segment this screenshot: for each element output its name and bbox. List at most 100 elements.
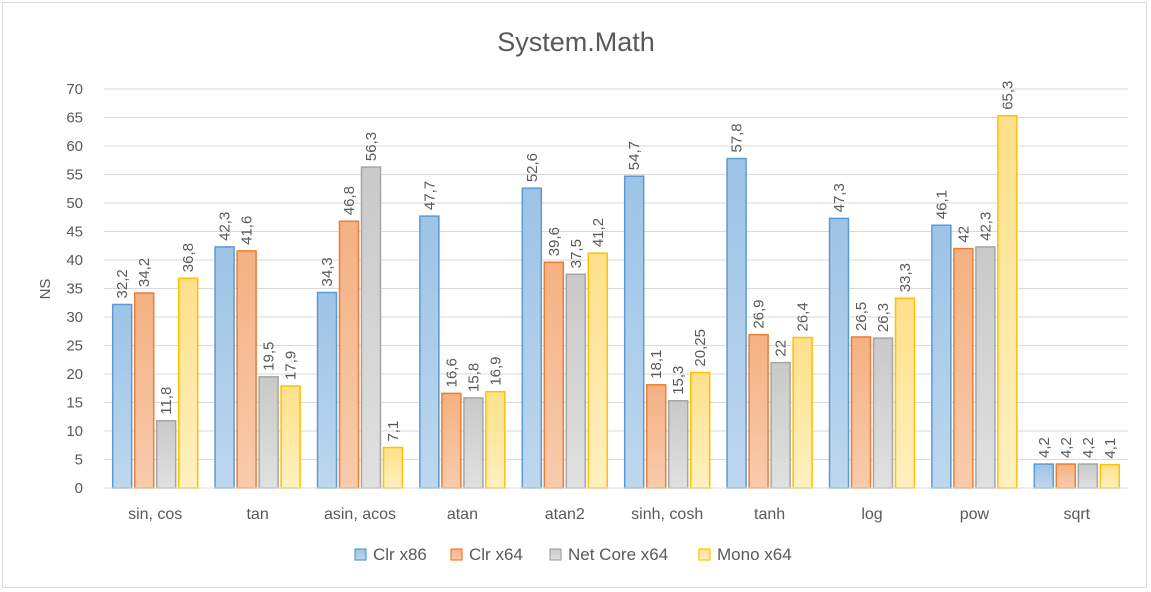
x-axis: sin, cos tan asin, acos atan atan2 sinh, cosh… bbox=[104, 487, 1128, 523]
y-tick-label: 50 bbox=[66, 195, 83, 212]
data-label: 54,7 bbox=[626, 141, 643, 170]
data-label: 26,5 bbox=[853, 302, 870, 331]
legend-label: Net Core x64 bbox=[568, 545, 668, 564]
bar-net-core-x64 bbox=[565, 273, 587, 489]
data-label: 18,1 bbox=[648, 350, 665, 379]
data-label: 16,6 bbox=[443, 358, 460, 387]
bar-clr-x64 bbox=[953, 247, 974, 489]
data-label: 7,1 bbox=[385, 421, 402, 442]
data-label: 39,6 bbox=[546, 227, 563, 256]
y-tick-label: 35 bbox=[66, 281, 83, 298]
x-tick-label: atan2 bbox=[545, 506, 585, 523]
bar-mono-x64 bbox=[1099, 463, 1121, 489]
bar-mono-x64 bbox=[177, 277, 199, 489]
x-tick-label: log bbox=[861, 506, 882, 523]
bar-chart: System.Math 0 5 10 15 20 25 30 35 40 45 50 55 60 65 70… bbox=[37, 27, 1128, 564]
data-label: 37,5 bbox=[568, 239, 585, 268]
bar-clr-x86 bbox=[1033, 463, 1055, 489]
bar-net-core-x64 bbox=[360, 166, 382, 489]
data-label: 16,9 bbox=[487, 356, 504, 385]
legend-swatch bbox=[549, 548, 562, 561]
bar-clr-x64 bbox=[1055, 463, 1077, 489]
bar-clr-x86 bbox=[214, 246, 235, 489]
y-tick-label: 5 bbox=[75, 452, 83, 469]
y-tick-label: 55 bbox=[66, 167, 83, 184]
data-label: 42,3 bbox=[217, 212, 234, 241]
data-labels: 32,2 34,2 11,8 36,8 42,3 41,6 19,5 17,9 34,3 46,8… bbox=[114, 81, 1119, 459]
chart-title: System.Math bbox=[497, 27, 655, 57]
data-label: 65,3 bbox=[999, 81, 1016, 110]
y-tick-label: 30 bbox=[66, 309, 83, 326]
bar-clr-x86 bbox=[521, 187, 543, 489]
y-tick-label: 20 bbox=[66, 366, 83, 383]
x-tick-label: tanh bbox=[754, 506, 785, 523]
bar-mono-x64 bbox=[792, 336, 813, 489]
y-tick-label: 70 bbox=[66, 81, 83, 98]
data-label: 47,3 bbox=[831, 183, 848, 212]
bar-clr-x86 bbox=[419, 215, 440, 489]
bar-net-core-x64 bbox=[155, 419, 177, 489]
data-label: 4,2 bbox=[1058, 437, 1075, 458]
bar-mono-x64 bbox=[382, 446, 404, 489]
bar-clr-x86 bbox=[828, 217, 850, 489]
bar-clr-x64 bbox=[850, 336, 872, 489]
data-label: 4,2 bbox=[1036, 437, 1053, 458]
bar-clr-x64 bbox=[338, 220, 360, 489]
y-axis-title: NS bbox=[37, 279, 54, 300]
data-label: 42,3 bbox=[977, 212, 994, 241]
bar-clr-x64 bbox=[441, 392, 462, 489]
data-label: 4,2 bbox=[1080, 437, 1097, 458]
gridlines bbox=[104, 88, 1128, 460]
bar-net-core-x64 bbox=[463, 397, 484, 489]
bar-net-core-x64 bbox=[1077, 463, 1099, 489]
data-label: 41,6 bbox=[239, 216, 256, 245]
data-label: 52,6 bbox=[524, 153, 541, 182]
data-label: 36,8 bbox=[180, 243, 197, 272]
data-label: 22 bbox=[773, 340, 790, 357]
data-label: 15,3 bbox=[670, 366, 687, 395]
data-label: 32,2 bbox=[114, 269, 131, 298]
bar-mono-x64 bbox=[689, 371, 711, 489]
y-tick-label: 0 bbox=[75, 480, 83, 497]
data-label: 56,3 bbox=[363, 132, 380, 161]
bar-mono-x64 bbox=[997, 115, 1018, 489]
bar-clr-x86 bbox=[623, 175, 645, 489]
x-tick-label: sinh, cosh bbox=[631, 506, 703, 523]
data-label: 42 bbox=[955, 226, 972, 243]
y-axis-tick-labels: 0 5 10 15 20 25 30 35 40 45 50 55 60 65 70 bbox=[66, 81, 83, 497]
bar-clr-x86 bbox=[316, 291, 338, 489]
bar-net-core-x64 bbox=[258, 376, 279, 489]
bar-clr-x64 bbox=[748, 333, 769, 489]
y-tick-label: 45 bbox=[66, 224, 83, 241]
bar-clr-x86 bbox=[726, 157, 747, 489]
data-label: 26,4 bbox=[795, 302, 812, 331]
bar-mono-x64 bbox=[894, 297, 916, 489]
y-tick-label: 40 bbox=[66, 252, 83, 269]
y-tick-label: 10 bbox=[66, 423, 83, 440]
data-label: 47,7 bbox=[421, 181, 438, 210]
legend-swatch bbox=[698, 548, 711, 561]
data-label: 26,3 bbox=[875, 303, 892, 332]
data-label: 57,8 bbox=[729, 123, 746, 152]
bar-clr-x86 bbox=[931, 224, 952, 489]
legend-label: Mono x64 bbox=[717, 545, 792, 564]
data-label: 19,5 bbox=[261, 342, 278, 371]
bar-clr-x64 bbox=[236, 250, 257, 489]
bar-clr-x64 bbox=[543, 261, 565, 489]
x-tick-label: asin, acos bbox=[324, 506, 396, 523]
bar-net-core-x64 bbox=[872, 337, 894, 489]
bar-clr-x64 bbox=[133, 292, 155, 489]
legend-label: Clr x86 bbox=[373, 545, 427, 564]
legend: Clr x86 Clr x64 Net Core x64 Mono x64 bbox=[354, 545, 792, 564]
x-tick-label: atan bbox=[447, 506, 478, 523]
bar-mono-x64 bbox=[587, 252, 609, 489]
data-label: 46,8 bbox=[341, 186, 358, 215]
x-tick-label: tan bbox=[246, 506, 268, 523]
x-tick-label: pow bbox=[960, 506, 990, 523]
data-label: 17,9 bbox=[283, 351, 300, 380]
y-tick-label: 65 bbox=[66, 110, 83, 127]
data-label: 26,9 bbox=[751, 299, 768, 328]
x-tick-label: sqrt bbox=[1063, 506, 1090, 523]
y-tick-label: 60 bbox=[66, 138, 83, 155]
